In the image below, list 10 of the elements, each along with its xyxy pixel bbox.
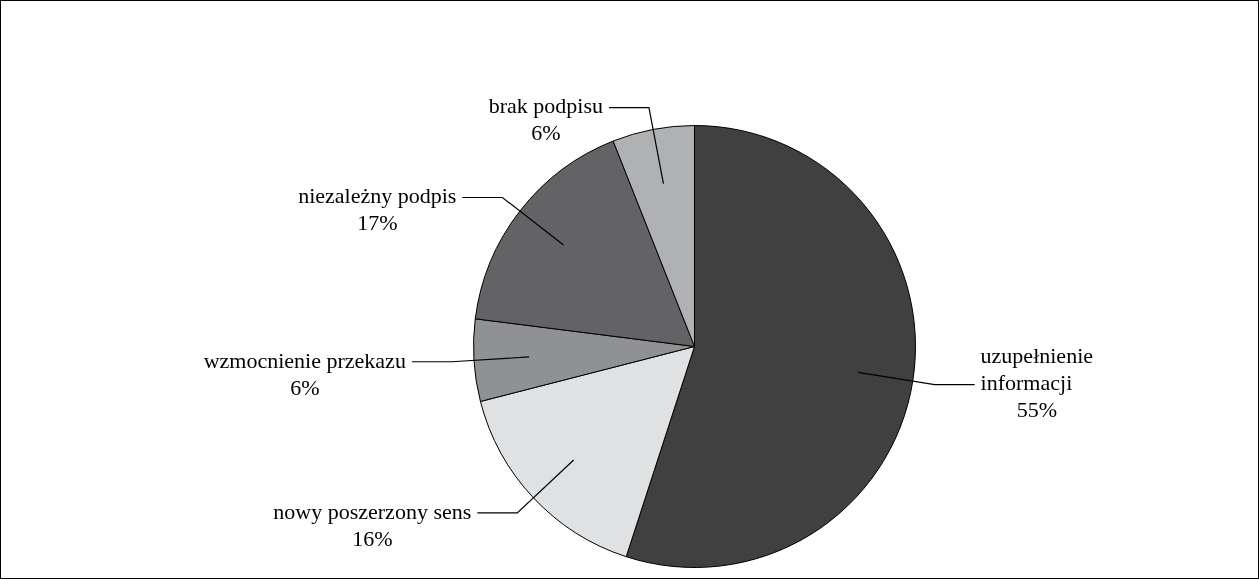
slice-label: wzmocnienie przekazu [203,347,406,373]
data-label: 17% [357,210,398,236]
data-label: 6% [531,120,561,146]
data-label: 16% [352,525,393,551]
slice-label: nowy poszerzony sens [273,498,472,524]
slice-label: uzupełnienie informacji [980,343,1094,396]
slice-label: brak podpisu [488,93,603,119]
data-label: 55% [1016,397,1057,423]
slice-label: niezależny podpis [298,183,457,209]
data-label: 6% [290,374,320,400]
